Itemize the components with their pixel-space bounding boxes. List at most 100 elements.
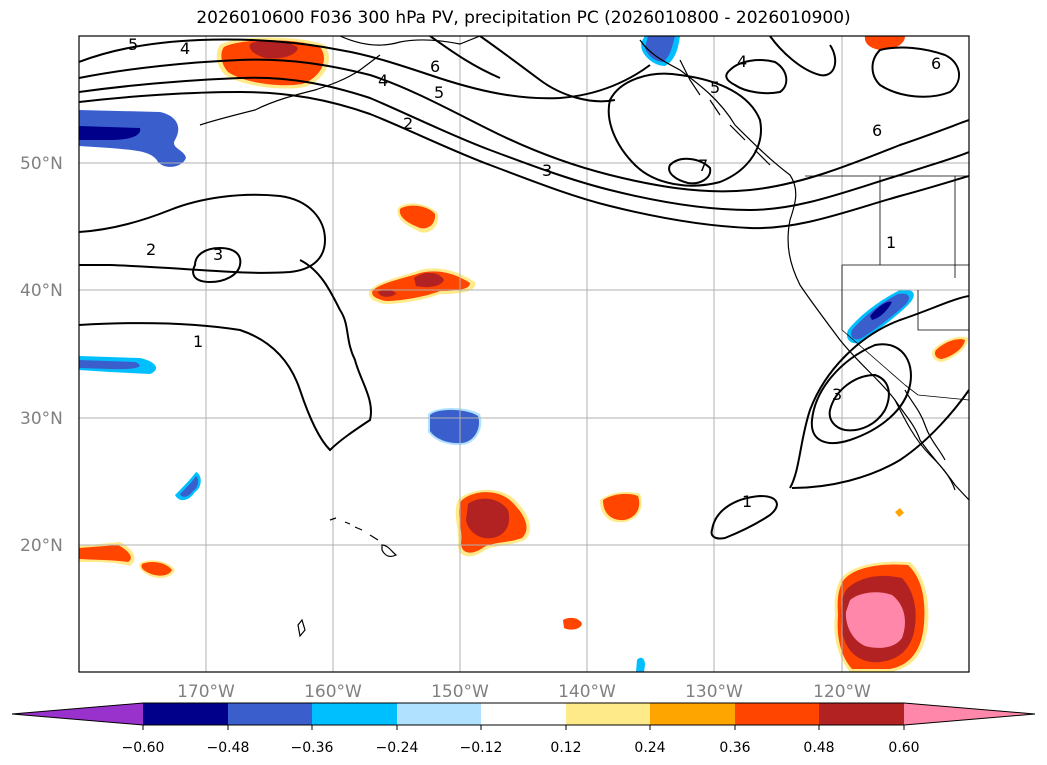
contour-label: 5 bbox=[710, 78, 720, 97]
border-state bbox=[841, 176, 969, 401]
contour-line bbox=[79, 259, 372, 452]
contour-line bbox=[810, 343, 912, 445]
colorbar-tick-label: −0.60 bbox=[122, 740, 165, 756]
lon-label: 150°W bbox=[431, 682, 489, 702]
precip-blob bbox=[180, 476, 199, 497]
contour-line bbox=[192, 246, 242, 284]
contour-label: 4 bbox=[180, 39, 190, 58]
colorbar-tick-label: 0.60 bbox=[888, 740, 919, 756]
colorbar-tick-label: 0.36 bbox=[719, 740, 750, 756]
contour-line bbox=[479, 36, 616, 103]
precip-blob bbox=[378, 289, 396, 297]
precip-blob bbox=[845, 592, 905, 648]
lon-label: 120°W bbox=[813, 682, 871, 702]
contour-label: 4 bbox=[378, 71, 388, 90]
precip-blob bbox=[79, 545, 131, 562]
contour-label: 3 bbox=[213, 245, 223, 264]
lat-label: 20°N bbox=[20, 536, 63, 556]
precip-blob bbox=[636, 657, 645, 672]
lat-label: 30°N bbox=[20, 409, 63, 429]
colorbar-segment bbox=[143, 703, 228, 725]
colorbar-tick-label: −0.12 bbox=[460, 740, 503, 756]
precip-blob bbox=[851, 293, 910, 340]
lon-label: 170°W bbox=[177, 682, 235, 702]
colorbar-tick-label: −0.24 bbox=[376, 740, 419, 756]
colorbar-segment bbox=[566, 703, 650, 725]
precip-blob bbox=[249, 40, 298, 59]
precip-blob bbox=[870, 301, 892, 320]
contour-line bbox=[607, 72, 762, 187]
lon-label: 130°W bbox=[685, 682, 743, 702]
contour-label: 2 bbox=[403, 114, 413, 133]
coastline-island bbox=[297, 618, 306, 638]
lon-label: 140°W bbox=[558, 682, 616, 702]
contour-line bbox=[79, 76, 969, 212]
coastlines bbox=[199, 36, 969, 638]
precip-blob bbox=[79, 360, 140, 370]
contour-line bbox=[668, 157, 712, 185]
colorbar-tick-label: −0.36 bbox=[291, 740, 334, 756]
coastline-baja bbox=[894, 399, 956, 491]
colorbar-segment bbox=[735, 703, 819, 725]
colorbar-extend-low bbox=[12, 703, 143, 725]
colorbar-ticks bbox=[142, 725, 905, 730]
precip-blob bbox=[79, 110, 186, 167]
precip-shading bbox=[79, 36, 968, 672]
colorbar-segment bbox=[481, 703, 566, 725]
coastline-islands bbox=[329, 517, 398, 557]
precip-blob bbox=[864, 36, 905, 50]
longitude-labels: 170°W 160°W 150°W 140°W 130°W 120°W bbox=[177, 682, 871, 702]
coastline-alaska bbox=[339, 36, 481, 46]
contour-line bbox=[710, 494, 778, 540]
map-frame bbox=[78, 35, 970, 673]
precip-blob bbox=[141, 562, 172, 576]
contour-label: 5 bbox=[434, 83, 444, 102]
colorbar-tick-label: 0.48 bbox=[803, 740, 834, 756]
figure-title: 2026010600 F036 300 hPa PV, precipitatio… bbox=[196, 8, 851, 28]
contour-line bbox=[429, 36, 501, 79]
contour-line bbox=[871, 46, 960, 98]
contour-line bbox=[769, 36, 837, 77]
contour-line bbox=[725, 59, 788, 95]
map-area bbox=[79, 36, 969, 672]
contour-label: 4 bbox=[737, 52, 747, 71]
colorbar-tick-label: 0.24 bbox=[634, 740, 665, 756]
precip-blob bbox=[414, 272, 444, 288]
contour-label: 6 bbox=[931, 54, 941, 73]
precip-blob bbox=[645, 36, 675, 62]
coastline-north-america bbox=[639, 39, 969, 501]
contour-line bbox=[789, 295, 969, 489]
colorbar-segment bbox=[312, 703, 397, 725]
contour-line bbox=[828, 373, 890, 432]
colorbar-segment bbox=[397, 703, 481, 725]
colorbar-extend-high bbox=[904, 703, 1035, 725]
coastline-aleutian bbox=[199, 54, 381, 126]
precip-blob bbox=[603, 493, 640, 521]
contour-line bbox=[79, 58, 969, 193]
coastline-fjords bbox=[679, 59, 771, 166]
contour-label: 5 bbox=[128, 35, 138, 54]
contour-label-group: 5 4 6 4 5 2 3 7 4 5 6 6 2 3 1 1 3 1 bbox=[128, 35, 941, 511]
contour-label: 6 bbox=[430, 57, 440, 76]
coastline-gulf bbox=[904, 389, 946, 461]
contour-label: 3 bbox=[542, 161, 552, 180]
contour-label: 1 bbox=[193, 332, 203, 351]
borders bbox=[805, 175, 969, 401]
latitude-labels: 50°N 40°N 30°N 20°N bbox=[20, 154, 63, 556]
precip-blob bbox=[79, 126, 141, 140]
contour-line bbox=[791, 389, 969, 489]
colorbar-segment bbox=[819, 703, 904, 725]
precip-blob bbox=[221, 40, 324, 86]
lat-label: 40°N bbox=[20, 281, 63, 301]
lat-label: 50°N bbox=[20, 154, 63, 174]
contour-label: 1 bbox=[886, 233, 896, 252]
precip-blob bbox=[934, 339, 965, 359]
colorbar: −0.60 −0.48 −0.36 −0.24 −0.12 0.12 0.24 … bbox=[11, 702, 1036, 756]
contour-line bbox=[79, 90, 969, 230]
pv-contours bbox=[79, 36, 969, 540]
colorbar-segment bbox=[650, 703, 735, 725]
precip-blob bbox=[399, 205, 436, 229]
colorbar-tick-label: 0.12 bbox=[550, 740, 581, 756]
precip-blob bbox=[563, 617, 582, 630]
